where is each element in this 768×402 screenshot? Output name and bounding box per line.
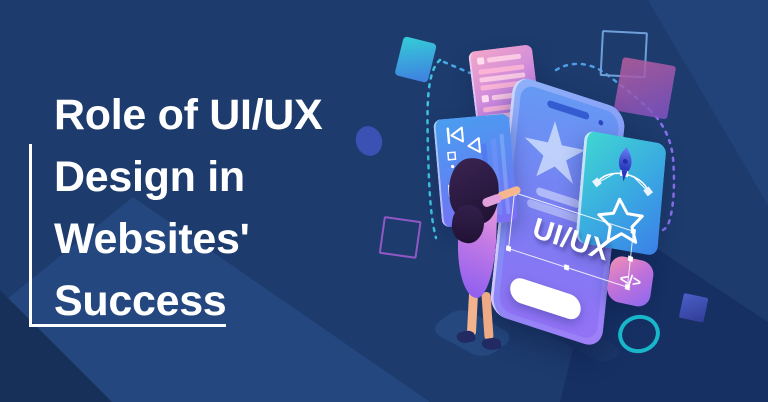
title-frame-vertical: [29, 144, 32, 326]
vector-design-card: [575, 130, 667, 257]
purple-square-shape: [613, 57, 677, 120]
title-frame-horizontal: [29, 324, 226, 327]
pen-tool-icon: [592, 147, 654, 244]
title-line: Success: [54, 277, 227, 325]
play-icon: [467, 137, 481, 154]
page-title: Role of UI/UX Design in Websites' Succes…: [54, 84, 414, 332]
skip-back-icon: [450, 126, 464, 143]
blue-diamond-shape: [678, 293, 709, 323]
star-outline-icon: [597, 197, 644, 244]
title-line: Websites': [54, 215, 250, 263]
title-line: Role of UI/UX: [54, 91, 323, 139]
title-line: Design in: [54, 153, 245, 201]
